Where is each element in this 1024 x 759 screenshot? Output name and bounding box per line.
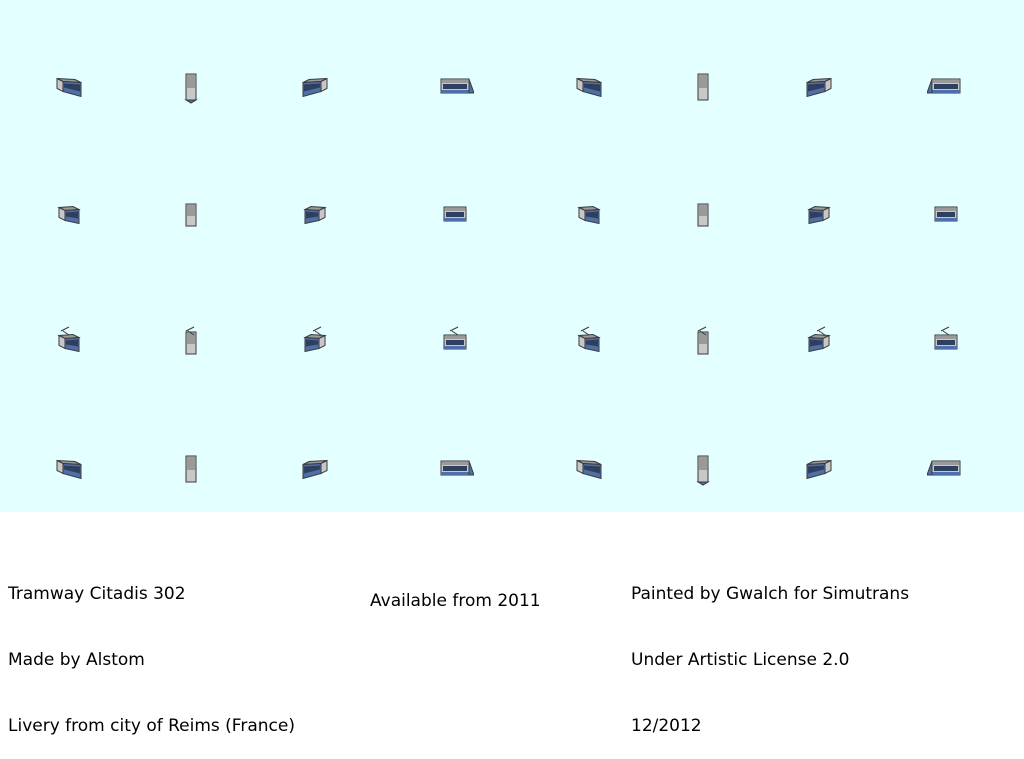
- credits-info: Painted by Gwalch for Simutrans Under Ar…: [631, 539, 909, 759]
- availability-info: Available from 2011: [370, 546, 541, 634]
- tram-sprite-middle-car-sw: [57, 205, 81, 225]
- tram-sprite-rear-car-w: [927, 460, 961, 476]
- tram-sprite-pantograph-car-sw: [57, 326, 81, 353]
- tram-sprite-pantograph-car-n: [185, 326, 197, 355]
- tram-sprite-middle-car-n: [185, 203, 197, 227]
- tram-sprite-middle-car-s: [697, 203, 709, 227]
- painter-credit: Painted by Gwalch for Simutrans: [631, 584, 910, 604]
- tram-sprite-rear-car-nw: [806, 459, 832, 480]
- vehicle-name: Tramway Citadis 302: [8, 584, 186, 604]
- tram-sprite-rear-car-sw: [56, 459, 82, 480]
- tram-sprite-front-car-s: [697, 73, 709, 101]
- tram-sprite-rear-car-e: [440, 460, 474, 476]
- tram-sprite-pantograph-car-w: [934, 326, 958, 350]
- vehicle-info: Tramway Citadis 302 Made by Alstom Liver…: [8, 539, 295, 759]
- tram-sprite-front-car-se: [302, 77, 328, 98]
- tram-sprite-pantograph-car-nw: [807, 326, 831, 353]
- tram-sprite-pantograph-car-ne: [577, 326, 601, 353]
- tram-sprite-pantograph-car-se: [303, 326, 327, 353]
- tram-sprite-middle-car-e: [443, 206, 467, 222]
- tram-sprite-pantograph-car-e: [443, 326, 467, 350]
- license-text: Under Artistic License 2.0: [631, 650, 850, 670]
- tram-sprite-front-car-e: [440, 78, 474, 94]
- tram-sprite-front-car-nw: [806, 77, 832, 98]
- tram-sprite-front-car-ne: [576, 77, 602, 98]
- tram-sprite-middle-car-se: [303, 205, 327, 225]
- tram-sprite-middle-car-nw: [807, 205, 831, 225]
- tram-sprite-rear-car-n: [185, 455, 197, 483]
- availability-text: Available from 2011: [370, 591, 541, 611]
- manufacturer: Made by Alstom: [8, 650, 145, 670]
- tram-sprite-middle-car-ne: [577, 205, 601, 225]
- tram-sprite-rear-car-se: [302, 459, 328, 480]
- tram-sprite-rear-car-ne: [576, 459, 602, 480]
- livery-origin: Livery from city of Reims (France): [8, 716, 295, 736]
- date-text: 12/2012: [631, 716, 702, 736]
- tram-sprite-front-car-n: [184, 73, 198, 104]
- sprite-sheet: [0, 0, 1024, 512]
- tram-sprite-front-car-w: [927, 78, 961, 94]
- tram-sprite-front-car-sw: [56, 77, 82, 98]
- tram-sprite-rear-car-s: [696, 455, 710, 486]
- tram-sprite-pantograph-car-s: [697, 326, 709, 355]
- tram-sprite-middle-car-w: [934, 206, 958, 222]
